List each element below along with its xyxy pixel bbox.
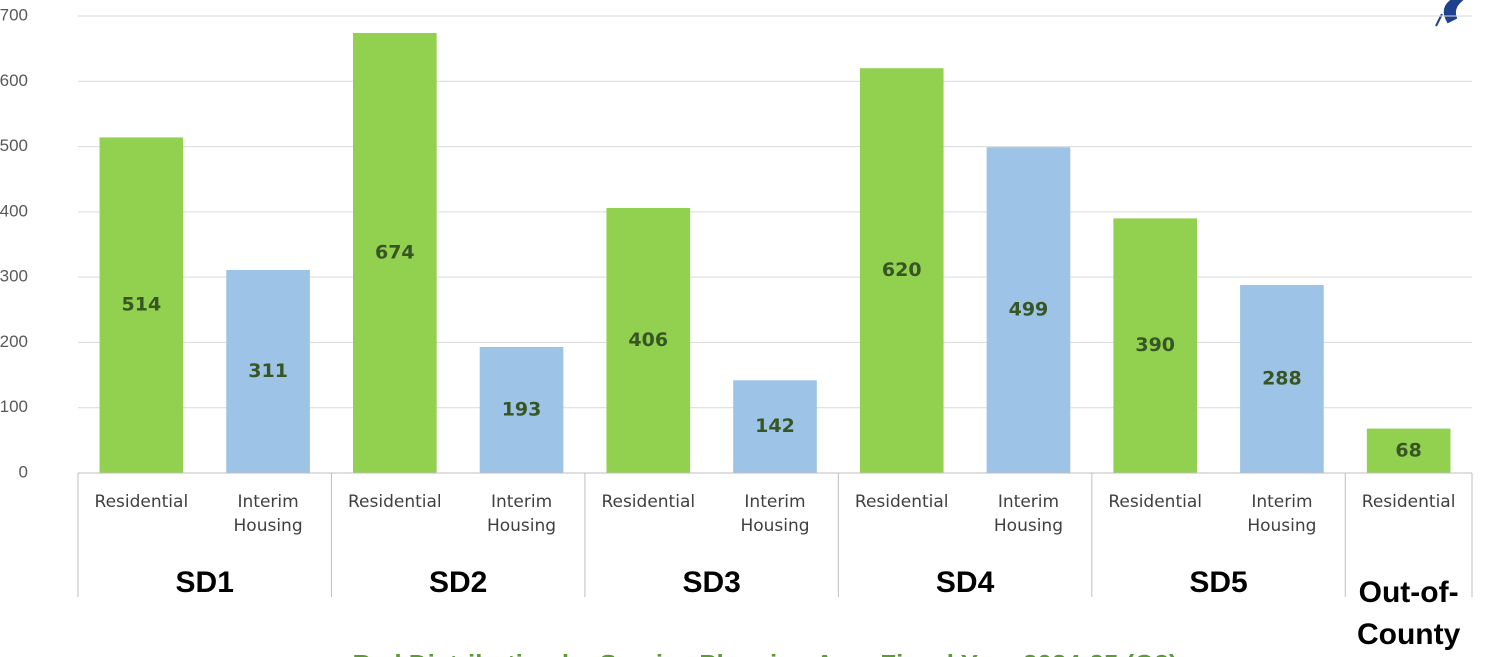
value-label: 142 [755,415,795,437]
value-label: 390 [1135,334,1175,356]
group-label: SD4 [935,566,995,599]
x-tick-label: Interim Housing [1247,492,1317,536]
value-label: 68 [1395,439,1421,461]
bar [606,207,691,473]
x-tick-label: Residential [347,492,442,512]
bar [733,380,817,473]
y-tick-label: 500 [0,136,28,155]
value-label: 674 [375,241,415,263]
value-label: 193 [502,398,542,420]
y-tick-label: 300 [0,267,28,286]
group-label: SD5 [1189,566,1248,599]
value-label: 620 [882,259,922,281]
x-tick-label: Residential [601,492,696,512]
value-label: 288 [1262,367,1302,389]
x-tick-label: Residential [1361,492,1456,512]
value-label: 514 [122,294,162,316]
chart-title: Bed Distribution by Service Planning Are… [352,649,1177,657]
group-label: SD3 [682,566,741,599]
x-tick-label: Interim Housing [233,492,303,536]
group-label: SD2 [428,566,488,599]
group-label: Out-of-County [1356,576,1461,651]
x-tick-label: Residential [1108,492,1202,512]
y-tick-label: 400 [0,201,28,220]
group-label: SD1 [175,566,234,599]
y-tick-label: 600 [0,71,28,90]
y-tick-label: 200 [0,332,28,351]
y-tick-label: 100 [0,397,28,416]
value-label: 311 [248,360,288,382]
x-tick-label: Residential [94,492,189,512]
x-tick-label: Residential [854,492,949,512]
bar [226,269,310,473]
bar [99,137,184,473]
bar [986,147,1071,473]
bar [859,68,944,473]
value-label: 406 [628,329,668,351]
bar [1240,284,1324,473]
bar [479,346,564,473]
x-tick-label: Interim Housing [993,492,1063,536]
value-label: 499 [1009,299,1049,321]
y-tick-label: 700 [0,5,28,24]
x-tick-label: Interim Housing [486,492,557,536]
bar [352,32,437,474]
bar [1366,428,1451,473]
bar [1113,218,1198,473]
logo [1435,0,1464,27]
y-tick-label: 0 [19,462,28,481]
x-tick-label: Interim Housing [740,492,810,536]
